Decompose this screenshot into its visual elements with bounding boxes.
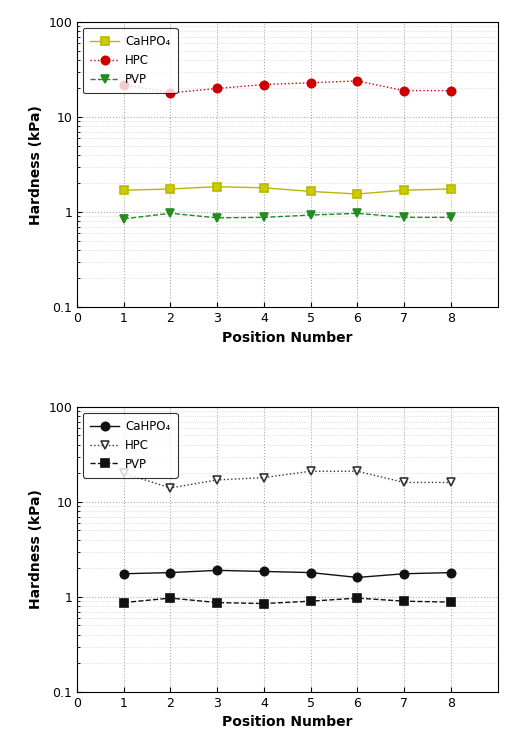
HPC xyxy=(121,469,127,478)
PVP xyxy=(308,597,314,606)
Line: PVP: PVP xyxy=(120,209,455,223)
CaHPO₄ xyxy=(121,185,127,194)
HPC xyxy=(308,78,314,87)
CaHPO₄ xyxy=(261,183,267,192)
PVP xyxy=(354,209,361,218)
CaHPO₄ xyxy=(354,190,361,199)
HPC xyxy=(214,475,220,484)
CaHPO₄ xyxy=(167,185,173,194)
PVP xyxy=(121,214,127,223)
Line: PVP: PVP xyxy=(120,594,455,608)
HPC xyxy=(448,86,454,95)
Line: CaHPO₄: CaHPO₄ xyxy=(120,183,455,198)
HPC xyxy=(167,484,173,492)
Legend: CaHPO₄, HPC, PVP: CaHPO₄, HPC, PVP xyxy=(83,28,177,93)
CaHPO₄ xyxy=(448,185,454,194)
HPC xyxy=(308,467,314,475)
Legend: CaHPO₄, HPC, PVP: CaHPO₄, HPC, PVP xyxy=(83,413,177,478)
PVP xyxy=(448,213,454,222)
HPC xyxy=(121,80,127,89)
Y-axis label: Hardness (kPa): Hardness (kPa) xyxy=(29,489,43,609)
CaHPO₄ xyxy=(448,568,454,577)
HPC xyxy=(354,77,361,85)
CaHPO₄ xyxy=(401,570,407,578)
CaHPO₄ xyxy=(308,568,314,577)
Y-axis label: Hardness (kPa): Hardness (kPa) xyxy=(29,105,43,224)
PVP xyxy=(308,210,314,219)
PVP xyxy=(167,209,173,218)
Line: HPC: HPC xyxy=(120,467,455,492)
HPC xyxy=(354,467,361,475)
PVP xyxy=(214,213,220,222)
HPC xyxy=(214,84,220,93)
PVP xyxy=(214,598,220,607)
HPC xyxy=(261,80,267,89)
X-axis label: Position Number: Position Number xyxy=(222,330,352,344)
CaHPO₄ xyxy=(167,568,173,577)
PVP xyxy=(401,597,407,606)
PVP xyxy=(448,598,454,606)
PVP xyxy=(354,594,361,603)
CaHPO₄ xyxy=(261,567,267,576)
HPC xyxy=(401,478,407,486)
PVP xyxy=(401,213,407,222)
HPC xyxy=(401,86,407,95)
X-axis label: Position Number: Position Number xyxy=(222,715,352,729)
PVP xyxy=(261,599,267,608)
HPC xyxy=(448,478,454,486)
HPC xyxy=(167,88,173,97)
Line: HPC: HPC xyxy=(120,77,455,97)
CaHPO₄ xyxy=(308,187,314,196)
Line: CaHPO₄: CaHPO₄ xyxy=(120,566,455,581)
CaHPO₄ xyxy=(214,183,220,191)
CaHPO₄ xyxy=(354,573,361,582)
PVP xyxy=(261,213,267,222)
CaHPO₄ xyxy=(214,566,220,575)
CaHPO₄ xyxy=(401,185,407,194)
CaHPO₄ xyxy=(121,570,127,578)
PVP xyxy=(167,594,173,603)
HPC xyxy=(261,473,267,482)
PVP xyxy=(121,598,127,607)
